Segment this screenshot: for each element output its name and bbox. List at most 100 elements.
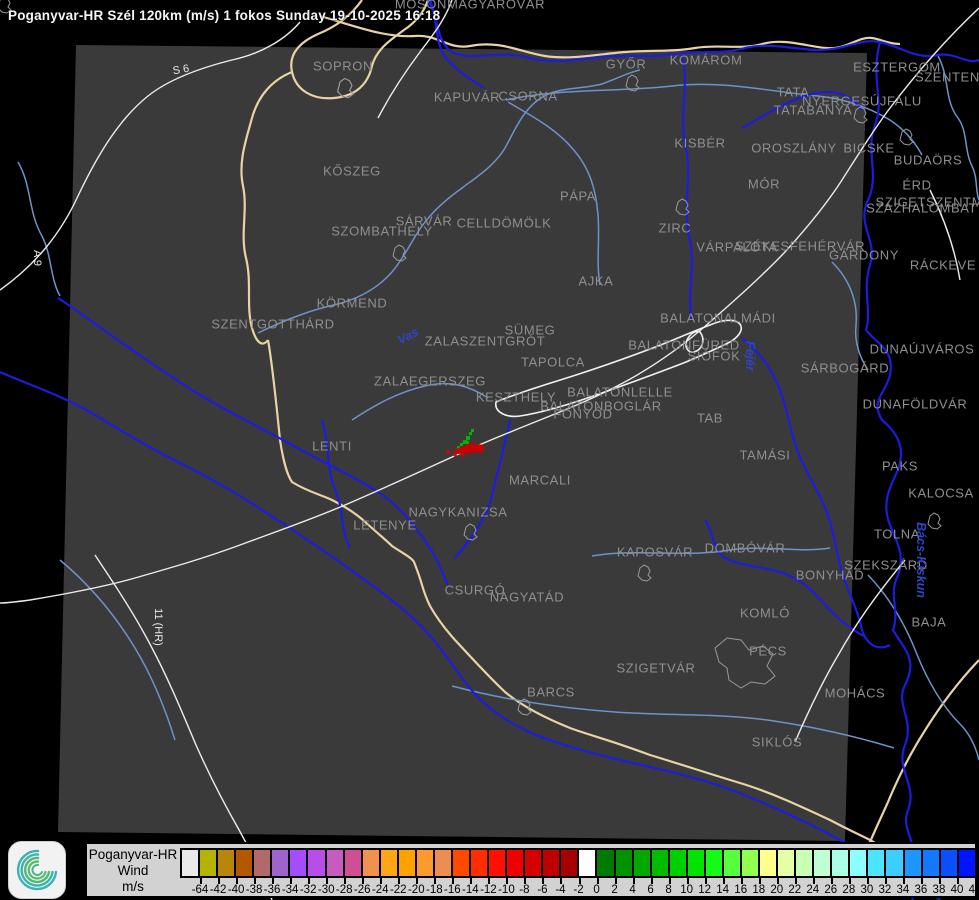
legend-color-cell bbox=[814, 850, 833, 876]
legend-tick-label: 8 bbox=[665, 884, 672, 896]
legend-color-cell bbox=[850, 850, 869, 876]
city-label: FONYÓD bbox=[553, 406, 613, 422]
city-label: SIÓFOK bbox=[687, 348, 741, 364]
legend-tick bbox=[848, 878, 851, 884]
legend-color-cell bbox=[308, 850, 327, 876]
legend-tick-label: 30 bbox=[860, 884, 874, 896]
legend-tick bbox=[416, 878, 419, 884]
legend-color-cell bbox=[633, 850, 652, 876]
legend-tick bbox=[632, 878, 635, 884]
city-label: BALATONALMÁDI bbox=[660, 310, 776, 326]
legend-tick bbox=[452, 878, 455, 884]
city-label: BALATONFÜRED bbox=[628, 337, 740, 353]
city-label: TAMÁSI bbox=[739, 447, 791, 463]
legend-tick-label: -2 bbox=[573, 884, 584, 896]
city-label: SZÉKESFEHÉRVÁR bbox=[734, 238, 866, 254]
legend-tick-label: 28 bbox=[842, 884, 856, 896]
legend-color-cell bbox=[398, 850, 417, 876]
legend-tick bbox=[614, 878, 617, 884]
lake-balaton-outline bbox=[495, 319, 743, 418]
legend-tick bbox=[236, 878, 239, 884]
legend-tick-label: -28 bbox=[335, 884, 353, 896]
city-label: NAGYATÁD bbox=[489, 589, 565, 605]
legend-tick-label: -8 bbox=[519, 884, 530, 896]
city-label: CELLDÖMÖLK bbox=[456, 215, 552, 231]
legend-tick-label: -64 bbox=[191, 884, 209, 896]
legend-tick-label: 36 bbox=[914, 884, 928, 896]
city-label: SÁRVÁR bbox=[395, 213, 453, 229]
legend-tick-label: -22 bbox=[389, 884, 407, 896]
city-label: BAJA bbox=[911, 614, 947, 630]
legend-tick bbox=[884, 878, 887, 884]
legend-text-block: Poganyvar-HR Wind m/s bbox=[87, 847, 179, 895]
legend-tick-label: -42 bbox=[209, 884, 227, 896]
legend-tick-label: -38 bbox=[245, 884, 263, 896]
city-label: SÁRBOGÁRD bbox=[800, 360, 890, 376]
city-label: PAKS bbox=[881, 458, 919, 474]
city-label: VÁRPALOTA bbox=[696, 239, 778, 255]
legend-tick bbox=[830, 878, 833, 884]
legend-color-cell bbox=[434, 850, 453, 876]
wind-barb-pennant bbox=[452, 443, 484, 454]
legend-color-cell bbox=[922, 850, 941, 876]
legend-tick bbox=[560, 878, 563, 884]
legend-tick bbox=[794, 878, 797, 884]
legend-tick-label: -12 bbox=[480, 884, 497, 896]
legend-tick-label: -18 bbox=[426, 884, 443, 896]
legend-color-cell bbox=[254, 850, 273, 876]
legend-tick bbox=[218, 878, 221, 884]
city-label: KŐSZEG bbox=[323, 163, 381, 179]
legend-tick bbox=[434, 878, 437, 884]
legend-panel: Poganyvar-HR Wind m/s -64 -42 -40 -38 -36 -34… bbox=[85, 842, 979, 898]
city-label: CSURGÓ bbox=[444, 582, 506, 598]
legend-tick-label: -16 bbox=[444, 884, 461, 896]
city-label: PÉCS bbox=[749, 643, 787, 659]
legend-color-cell bbox=[543, 850, 562, 876]
legend-tick-label: 6 bbox=[647, 884, 654, 896]
city-label: KOMÁROM bbox=[669, 52, 743, 68]
legend-color-cell bbox=[579, 850, 598, 876]
city-label: SZIGETVÁR bbox=[616, 660, 696, 676]
city-label: MOHÁCS bbox=[824, 685, 886, 701]
legend-color-cell bbox=[651, 850, 670, 876]
legend-tick-label: 32 bbox=[878, 884, 892, 896]
town-outlines bbox=[337, 74, 942, 716]
legend-tick-label: -34 bbox=[281, 884, 299, 896]
city-label: ÉRD bbox=[902, 177, 932, 193]
legend-tick bbox=[776, 878, 779, 884]
city-label: KISBÉR bbox=[674, 135, 726, 151]
legend-tick-label: 40 bbox=[950, 884, 964, 896]
legend-color-cell bbox=[796, 850, 815, 876]
city-label: TAPOLCA bbox=[521, 354, 585, 370]
city-label: KAPOSVÁR bbox=[616, 544, 694, 560]
legend-color-cell bbox=[561, 850, 580, 876]
legend-color-cell bbox=[272, 850, 291, 876]
legend-tick-label: 20 bbox=[770, 884, 784, 896]
legend-color-cell bbox=[326, 850, 345, 876]
legend-color-cell bbox=[760, 850, 779, 876]
legend-tick bbox=[686, 878, 689, 884]
legend-color-cell bbox=[687, 850, 706, 876]
city-label: SZEKSZÁRD bbox=[844, 557, 928, 573]
legend-tick-label: 34 bbox=[896, 884, 910, 896]
legend-tick bbox=[650, 878, 653, 884]
city-label: NAGYKANIZSA bbox=[408, 504, 508, 520]
legend-tick bbox=[380, 878, 383, 884]
legend-color-cell bbox=[471, 850, 490, 876]
legend-tick-label: 2 bbox=[611, 884, 618, 896]
legend-tick-label: -24 bbox=[371, 884, 389, 896]
legend-tick-label: -6 bbox=[537, 884, 548, 896]
legend-tick-label: 16 bbox=[734, 884, 748, 896]
legend-tick bbox=[866, 878, 869, 884]
city-label: MARCALI bbox=[509, 472, 571, 488]
city-label: OROSZLÁNY bbox=[751, 140, 837, 156]
city-label: NYERGESÚJFALU bbox=[802, 93, 922, 109]
city-label: SZÁZHALOMBATTA bbox=[866, 200, 979, 216]
legend-tick bbox=[596, 878, 599, 884]
legend-color-cell bbox=[940, 850, 959, 876]
city-label: ZALASZENTGRÓT bbox=[424, 333, 546, 349]
city-label: KESZTHELY bbox=[475, 389, 557, 405]
city-label: SZOMBATHELY bbox=[331, 223, 433, 239]
